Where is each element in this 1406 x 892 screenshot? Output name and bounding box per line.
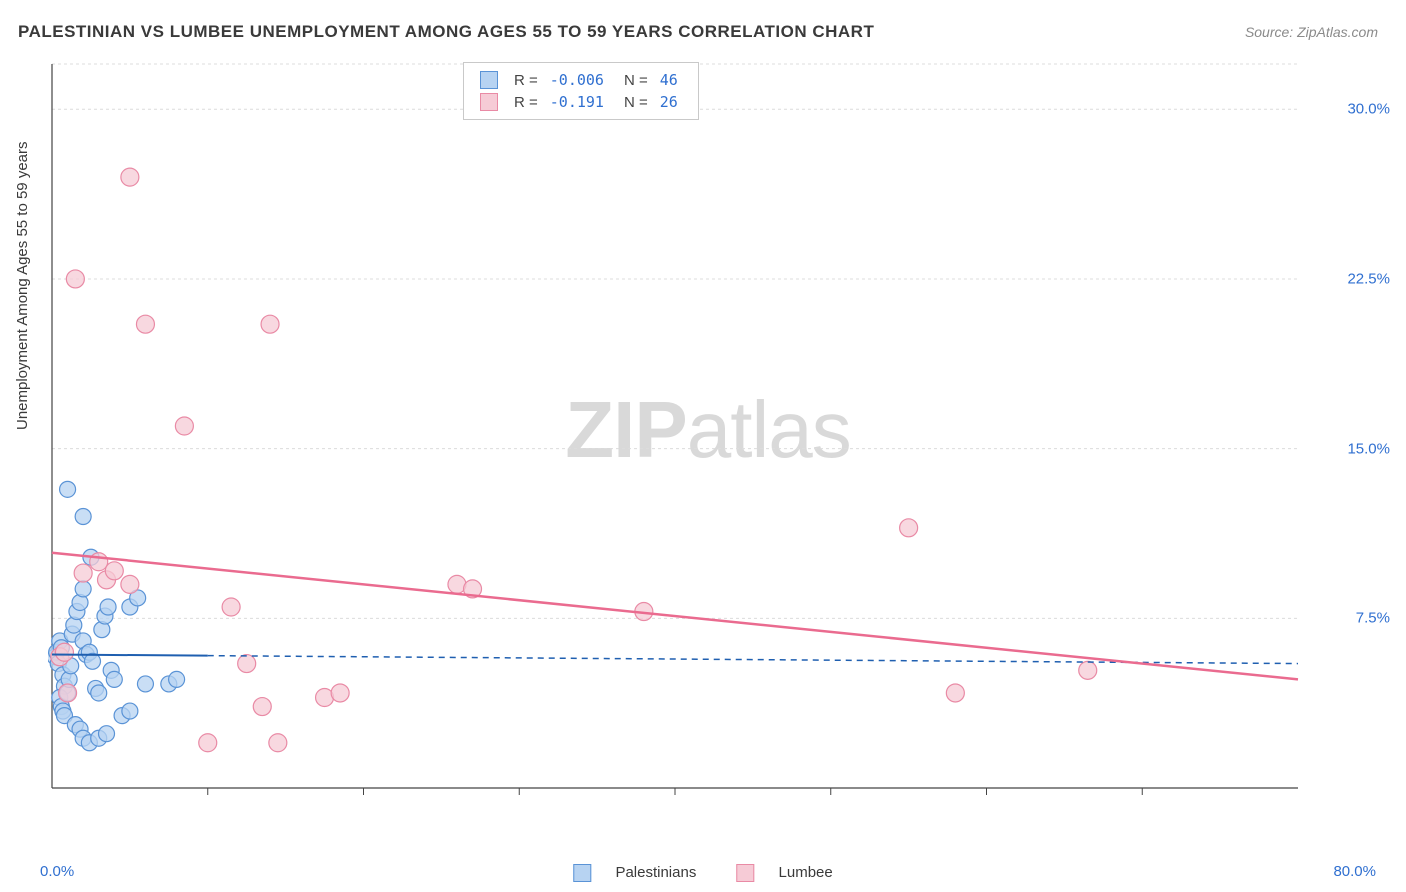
legend-swatch	[480, 71, 498, 89]
source-attribution: Source: ZipAtlas.com	[1245, 24, 1378, 40]
legend-series-item: Palestinians	[563, 864, 706, 881]
y-tick-label: 30.0%	[1347, 101, 1390, 118]
legend-swatch	[480, 93, 498, 111]
legend-correlation: R =-0.006N =46 R =-0.191N =26	[463, 62, 699, 120]
legend-n-value: 26	[654, 91, 684, 113]
source-label: Source:	[1245, 24, 1297, 40]
y-tick-label: 7.5%	[1356, 610, 1390, 627]
chart-area: ZIPatlas	[48, 60, 1368, 830]
legend-swatch	[736, 864, 754, 882]
legend-r-label: R =	[508, 69, 544, 91]
chart-title: PALESTINIAN VS LUMBEE UNEMPLOYMENT AMONG…	[18, 22, 874, 42]
legend-series-label: Lumbee	[779, 864, 833, 881]
source-site: ZipAtlas.com	[1297, 24, 1378, 40]
legend-series-item: Lumbee	[726, 864, 842, 881]
x-axis-origin-label: 0.0%	[40, 863, 74, 880]
legend-n-label: N =	[610, 69, 654, 91]
legend-swatch	[573, 864, 591, 882]
legend-r-value: -0.006	[544, 69, 610, 91]
scatter-plot	[48, 60, 1368, 830]
legend-series-label: Palestinians	[615, 864, 696, 881]
y-tick-label: 22.5%	[1347, 270, 1390, 287]
x-axis-max-label: 80.0%	[1333, 863, 1376, 880]
legend-n-value: 46	[654, 69, 684, 91]
legend-r-value: -0.191	[544, 91, 610, 113]
y-tick-label: 15.0%	[1347, 440, 1390, 457]
y-axis-title: Unemployment Among Ages 55 to 59 years	[14, 141, 31, 430]
legend-r-label: R =	[508, 91, 544, 113]
legend-n-label: N =	[610, 91, 654, 113]
legend-series: Palestinians Lumbee	[553, 864, 852, 882]
